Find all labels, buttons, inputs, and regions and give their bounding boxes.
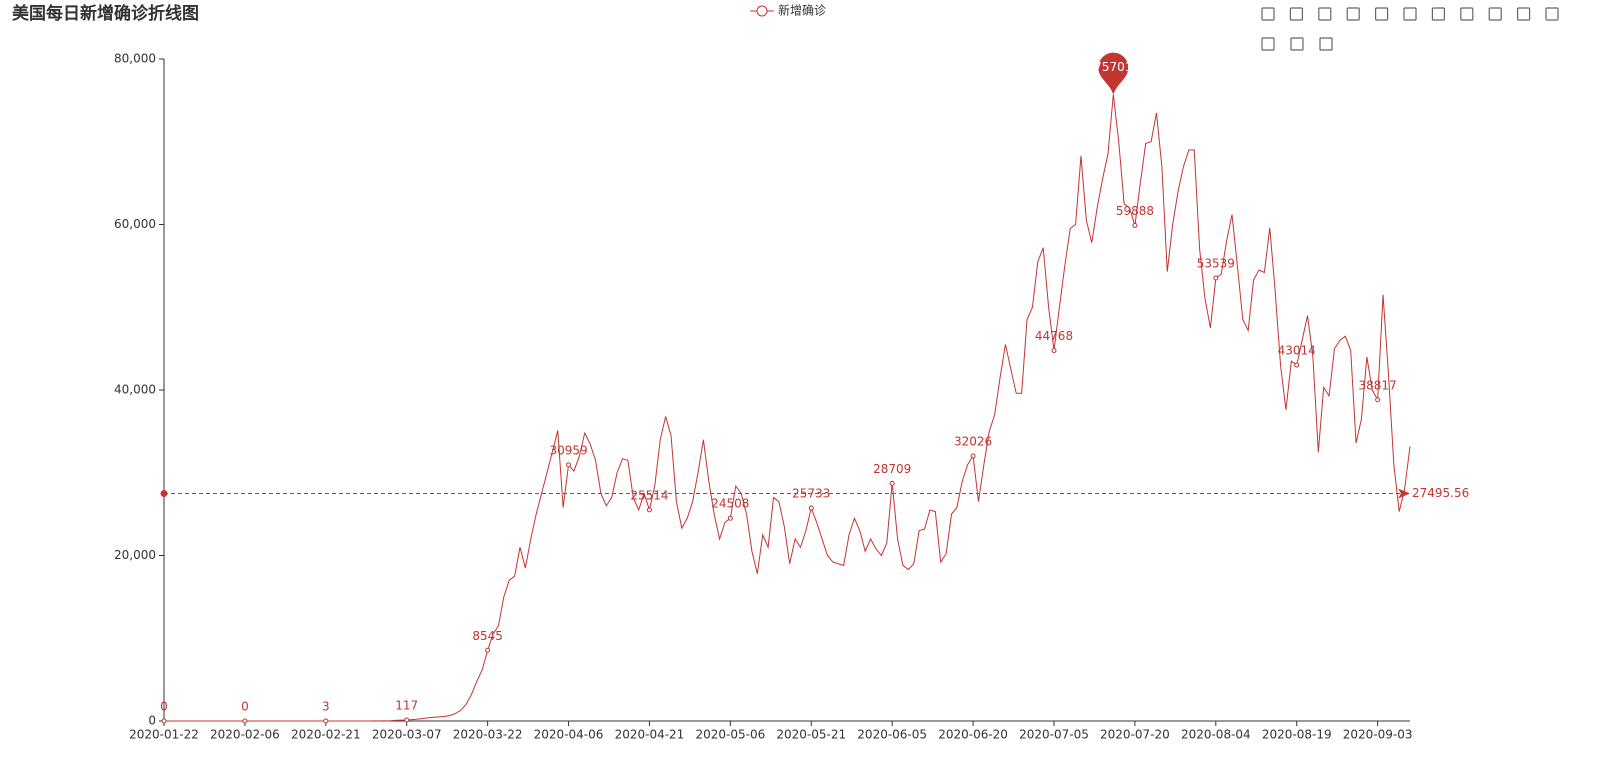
value-label: 3 <box>322 699 330 713</box>
point <box>485 647 491 653</box>
icon-shape <box>1516 7 1531 21</box>
point <box>1132 222 1138 228</box>
x-tick-label: 2020-02-21 <box>291 728 361 742</box>
toolbox-icon[interactable] <box>1403 7 1417 21</box>
value-label: 0 <box>160 700 168 714</box>
point <box>242 718 248 724</box>
mean-label: 27495.56 <box>1412 486 1469 500</box>
point <box>808 505 814 511</box>
max-pin <box>1098 52 1129 95</box>
toolbox-icon[interactable] <box>1261 7 1275 21</box>
value-label: 43014 <box>1278 344 1316 358</box>
toolbox-icon[interactable] <box>1289 7 1304 21</box>
toolbox-icon[interactable] <box>1346 7 1360 21</box>
mean-arrow <box>1398 488 1410 499</box>
x-tick-label: 2020-04-06 <box>534 728 604 742</box>
icon-shape <box>1290 37 1304 51</box>
x-tick-label: 2020-02-06 <box>210 728 280 742</box>
point <box>889 480 895 486</box>
point <box>161 718 167 724</box>
icon-shape <box>1346 7 1360 21</box>
value-label: 38817 <box>1359 378 1397 392</box>
value-label: 30959 <box>549 443 587 457</box>
x-tick-label: 2020-01-22 <box>129 728 199 742</box>
y-tick-label: 40,000 <box>114 383 156 397</box>
toolbox-icon[interactable] <box>1261 37 1275 51</box>
value-label: 59888 <box>1116 204 1154 218</box>
toolbox-icon[interactable] <box>1431 7 1446 21</box>
x-tick-label: 2020-04-21 <box>615 728 685 742</box>
toolbox-icon[interactable] <box>1516 7 1531 21</box>
max-label: 75701 <box>1094 60 1132 74</box>
toolbox-icon[interactable] <box>1460 7 1474 21</box>
icon-shape <box>1431 7 1446 21</box>
icon-shape <box>1488 7 1502 21</box>
legend[interactable]: 新增确诊 <box>750 3 826 18</box>
icon-shape <box>1319 37 1333 51</box>
value-label: 24508 <box>711 497 749 511</box>
value-label: 8545 <box>472 629 503 643</box>
icon-shape <box>1460 7 1474 21</box>
value-label: 32026 <box>954 434 992 448</box>
x-tick-label: 2020-08-19 <box>1262 728 1332 742</box>
chart-title: 美国每日新增确诊折线图 <box>12 3 199 24</box>
point <box>646 507 652 513</box>
point <box>1375 397 1381 403</box>
icon-shape <box>1545 7 1559 21</box>
x-tick-label: 2020-07-20 <box>1100 728 1170 742</box>
y-tick-label: 0 <box>148 714 156 728</box>
x-tick-label: 2020-07-05 <box>1019 728 1089 742</box>
toolbox-icon[interactable] <box>1290 37 1304 51</box>
x-tick-label: 2020-06-05 <box>857 728 927 742</box>
point <box>1213 275 1219 281</box>
x-tick-label: 2020-06-20 <box>938 728 1008 742</box>
x-tick-label: 2020-05-06 <box>695 728 765 742</box>
x-tick-label: 2020-03-22 <box>453 728 523 742</box>
value-label: 44768 <box>1035 329 1073 343</box>
toolbox-icon[interactable] <box>1374 7 1389 21</box>
toolbox-icon[interactable] <box>1545 7 1559 21</box>
point <box>566 462 572 468</box>
icon-shape <box>1289 7 1304 21</box>
mean-start <box>160 489 168 497</box>
point <box>1051 348 1057 354</box>
icon-shape <box>1318 7 1332 21</box>
value-label: 28709 <box>873 462 911 476</box>
series-line <box>164 94 1411 722</box>
value-label: 53539 <box>1197 256 1235 270</box>
icon-shape <box>1261 37 1275 51</box>
point <box>727 515 733 521</box>
icon-shape <box>1374 7 1389 21</box>
point <box>970 453 976 459</box>
y-tick-label: 80,000 <box>114 52 156 66</box>
icon-shape <box>1403 7 1417 21</box>
x-tick-label: 2020-09-03 <box>1343 728 1413 742</box>
point <box>404 717 410 723</box>
y-tick-label: 60,000 <box>114 217 156 231</box>
legend-label: 新增确诊 <box>778 3 826 18</box>
x-tick-label: 2020-05-21 <box>776 728 846 742</box>
value-label: 117 <box>395 699 418 713</box>
toolbox-icon[interactable] <box>1488 7 1502 21</box>
legend-symbol <box>756 5 768 17</box>
toolbox-icon[interactable] <box>1318 7 1332 21</box>
x-tick-label: 2020-03-07 <box>372 728 442 742</box>
point <box>323 718 329 724</box>
value-label: 0 <box>241 700 249 714</box>
value-label: 25514 <box>630 488 668 502</box>
y-tick-label: 20,000 <box>114 548 156 562</box>
x-tick-label: 2020-08-04 <box>1181 728 1251 742</box>
icon-shape <box>1261 7 1275 21</box>
point <box>1294 362 1300 368</box>
toolbox-icon[interactable] <box>1319 37 1333 51</box>
